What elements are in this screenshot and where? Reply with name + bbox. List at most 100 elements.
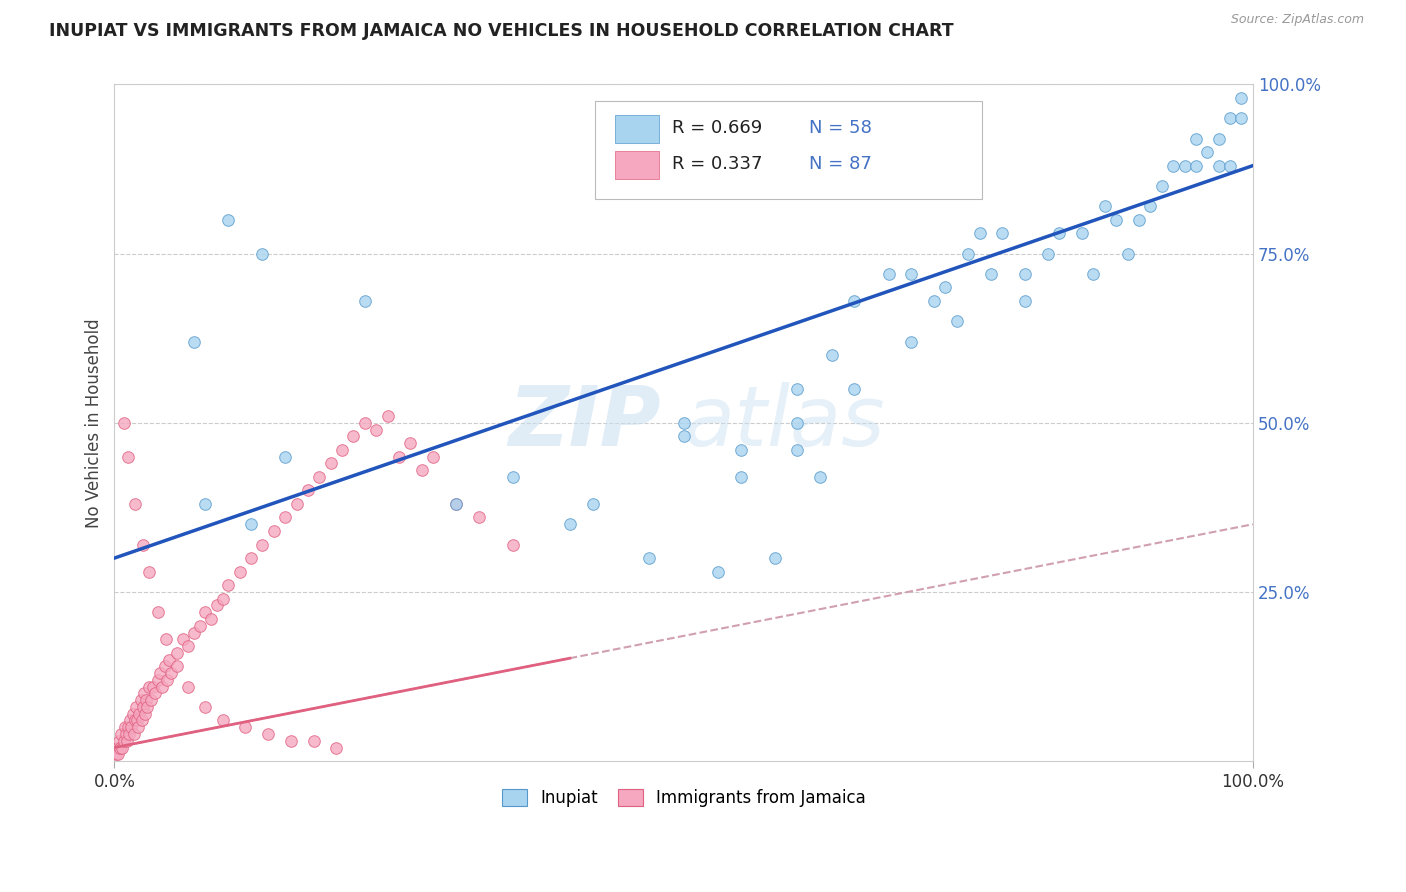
Point [120,714,142,728]
Point [1128,212,1150,227]
Point [900,334,922,349]
Point [194,700,217,714]
Point [1071,227,1094,241]
Point [233,720,256,734]
Point [354,416,377,430]
Point [1219,112,1241,126]
Point [330,442,353,457]
Point [354,293,377,308]
Point [1139,199,1161,213]
Point [132,537,155,551]
Point [183,334,205,349]
Text: R = 0.337: R = 0.337 [672,154,762,173]
Point [146,673,169,687]
Point [377,409,399,423]
Point [1105,212,1128,227]
Point [108,740,131,755]
Point [121,720,143,734]
Point [707,565,730,579]
Point [142,680,165,694]
Point [139,693,162,707]
Point [308,470,330,484]
Point [105,740,128,755]
Point [672,429,695,443]
Point [422,450,444,464]
Point [156,673,179,687]
Point [1185,159,1208,173]
Point [252,537,274,551]
Point [257,727,280,741]
Point [1185,131,1208,145]
Point [302,733,325,747]
Point [188,619,211,633]
Point [1230,91,1253,105]
Point [117,450,139,464]
Point [177,639,200,653]
Point [1014,293,1036,308]
Bar [616,151,658,179]
Point [114,720,136,734]
Point [502,470,524,484]
Point [114,727,136,741]
Point [112,733,135,747]
Text: N = 87: N = 87 [808,154,872,173]
Point [638,551,661,566]
Point [1150,178,1173,193]
Legend: Inupiat, Immigrants from Jamaica: Inupiat, Immigrants from Jamaica [495,782,872,814]
Point [128,706,150,721]
Point [117,720,139,734]
Point [146,605,169,619]
Point [786,382,808,396]
Point [1230,112,1253,126]
Point [342,429,364,443]
Point [127,720,149,734]
Point [844,293,866,308]
Point [844,382,866,396]
Point [132,700,155,714]
Point [108,733,131,747]
Point [172,632,194,647]
Point [502,537,524,551]
Point [325,740,347,755]
Point [217,578,239,592]
Point [444,497,467,511]
Point [145,686,167,700]
Point [183,625,205,640]
Point [118,727,141,741]
Point [228,565,250,579]
Point [124,497,146,511]
Point [194,605,217,619]
Point [366,423,388,437]
Point [319,456,342,470]
Text: ZIP: ZIP [508,383,661,463]
Point [150,680,173,694]
Point [1116,246,1139,260]
Point [1219,159,1241,173]
Point [217,212,239,227]
Text: N = 58: N = 58 [808,119,872,136]
Text: R = 0.669: R = 0.669 [672,119,762,136]
Point [125,700,148,714]
Point [263,524,285,538]
Point [200,612,222,626]
FancyBboxPatch shape [595,102,981,200]
Point [111,740,134,755]
Point [211,714,233,728]
Point [274,510,297,524]
Bar [616,115,658,144]
Point [820,348,842,362]
Point [129,693,152,707]
Point [110,727,132,741]
Point [138,565,160,579]
Point [672,416,695,430]
Point [138,680,160,694]
Point [763,551,786,566]
Point [166,646,188,660]
Point [980,267,1002,281]
Point [205,599,228,613]
Point [1014,267,1036,281]
Point [104,747,127,762]
Point [957,246,980,260]
Point [1047,227,1070,241]
Point [155,632,177,647]
